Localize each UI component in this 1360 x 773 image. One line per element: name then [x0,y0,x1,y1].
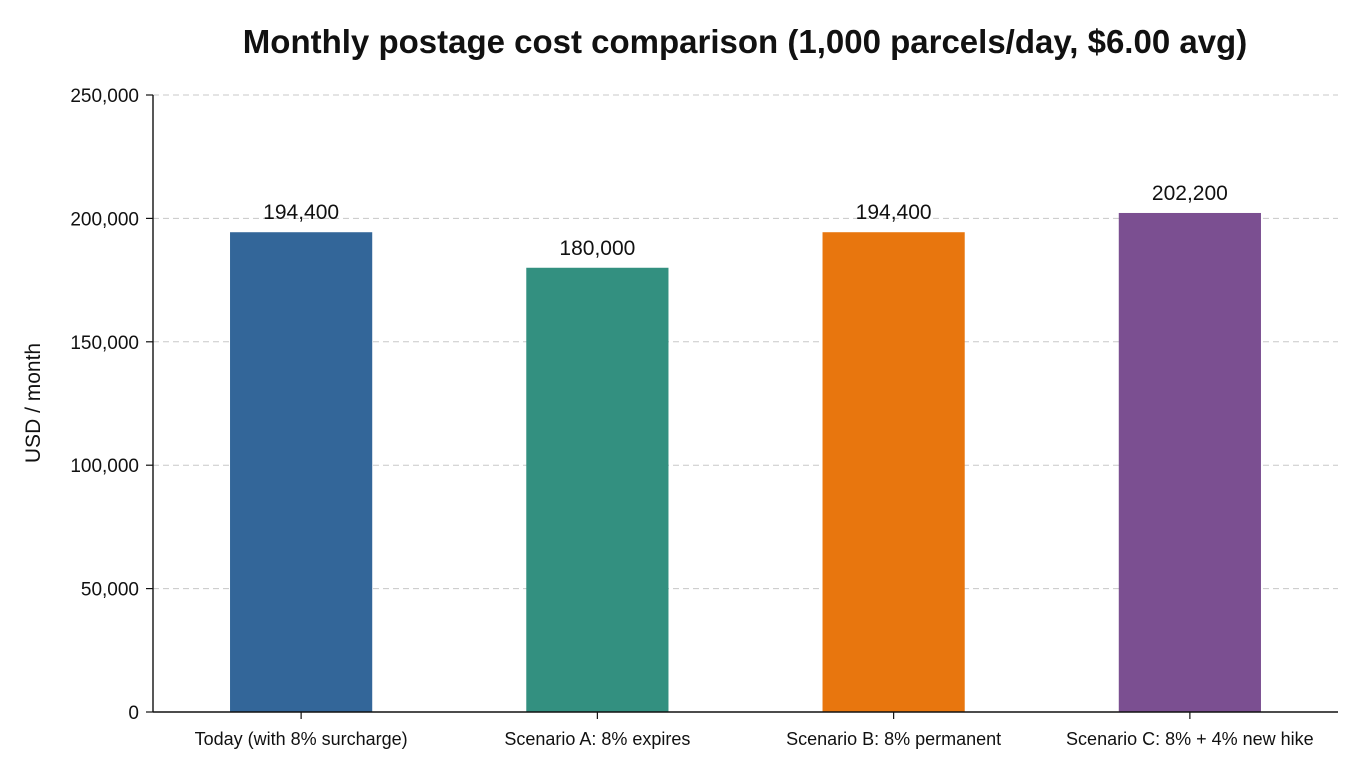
x-tick-label: Scenario B: 8% permanent [786,729,1001,749]
gridlines [153,94,1338,590]
y-tick-label: 200,000 [70,209,139,230]
bar-value-label: 202,200 [1152,182,1228,205]
bar-value-label: 194,400 [856,201,932,224]
y-tick-label: 250,000 [70,86,139,107]
y-tick-label: 0 [128,703,139,724]
bars [230,212,1261,712]
x-tick-label: Scenario A: 8% expires [504,729,690,749]
bar [1118,212,1261,712]
y-axis-label: USD / month [22,343,45,463]
bar-value-label: 194,400 [263,201,339,224]
bar [822,232,965,712]
value-labels: 194,400 180,000 194,400 202,200 [263,182,1228,260]
x-ticks: Today (with 8% surcharge) Scenario A: 8% … [195,712,1314,749]
bar [230,232,373,712]
bar-value-label: 180,000 [559,237,635,260]
y-tick-label: 150,000 [70,333,139,354]
y-tick-label: 50,000 [81,580,139,601]
bar [526,267,669,712]
chart-title: Monthly postage cost comparison (1,000 p… [243,23,1247,60]
x-tick-label: Scenario C: 8% + 4% new hike [1066,729,1314,749]
x-tick-label: Today (with 8% surcharge) [195,729,408,749]
y-tick-label: 100,000 [70,456,139,477]
y-ticks: 0 50,000 100,000 150,000 200,000 250,000 [70,86,153,724]
axes [152,95,1338,713]
